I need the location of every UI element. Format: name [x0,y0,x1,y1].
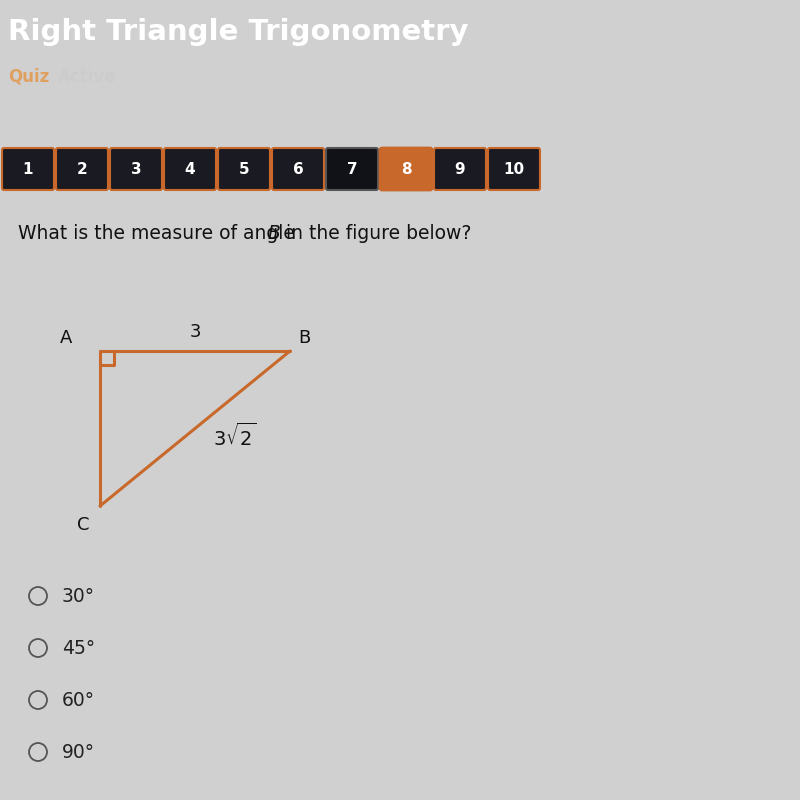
FancyBboxPatch shape [164,148,216,190]
Text: C: C [78,516,90,534]
Text: A: A [60,329,72,347]
Text: What is the measure of angle: What is the measure of angle [18,224,301,243]
FancyBboxPatch shape [326,148,378,190]
FancyBboxPatch shape [110,148,162,190]
Text: 5: 5 [238,162,250,177]
Text: 8: 8 [401,162,411,177]
FancyBboxPatch shape [56,148,108,190]
FancyBboxPatch shape [2,148,54,190]
Text: 30°: 30° [62,586,95,606]
Text: B: B [298,329,310,347]
Text: 3: 3 [130,162,142,177]
Text: 60°: 60° [62,690,95,710]
FancyBboxPatch shape [218,148,270,190]
Text: 1: 1 [22,162,34,177]
Text: 9: 9 [454,162,466,177]
Text: 10: 10 [503,162,525,177]
Text: 4: 4 [185,162,195,177]
Text: 45°: 45° [62,638,95,658]
FancyBboxPatch shape [380,148,432,190]
Text: 3: 3 [190,323,201,341]
FancyBboxPatch shape [272,148,324,190]
Text: Active: Active [58,68,117,86]
Text: 7: 7 [346,162,358,177]
Text: B: B [268,224,281,243]
FancyBboxPatch shape [434,148,486,190]
Text: in the figure below?: in the figure below? [280,224,471,243]
Text: 2: 2 [77,162,87,177]
Text: Right Triangle Trigonometry: Right Triangle Trigonometry [8,18,469,46]
Text: 90°: 90° [62,742,95,762]
Text: Quiz: Quiz [8,68,50,86]
Text: $3\sqrt{2}$: $3\sqrt{2}$ [213,423,256,450]
Text: 6: 6 [293,162,303,177]
FancyBboxPatch shape [488,148,540,190]
